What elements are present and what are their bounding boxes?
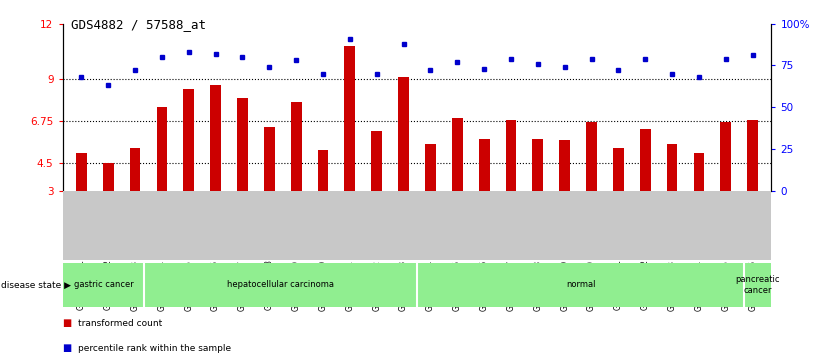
- Bar: [344, 46, 355, 191]
- Text: ■: ■: [63, 318, 72, 328]
- Bar: [613, 148, 624, 191]
- Bar: [103, 163, 113, 191]
- Bar: [398, 77, 409, 191]
- Bar: [318, 150, 329, 191]
- Text: ■: ■: [63, 343, 72, 354]
- Bar: [183, 89, 194, 191]
- Bar: [640, 129, 651, 191]
- Bar: [505, 120, 516, 191]
- Bar: [129, 148, 140, 191]
- Text: gastric cancer: gastric cancer: [73, 281, 133, 289]
- Bar: [371, 131, 382, 191]
- Bar: [747, 120, 758, 191]
- Bar: [721, 122, 731, 191]
- Bar: [425, 144, 436, 191]
- Bar: [237, 98, 248, 191]
- Bar: [291, 102, 302, 191]
- Text: normal: normal: [565, 281, 595, 289]
- Bar: [666, 144, 677, 191]
- Bar: [452, 118, 463, 191]
- Bar: [210, 85, 221, 191]
- Bar: [532, 139, 543, 191]
- Text: GDS4882 / 57588_at: GDS4882 / 57588_at: [71, 18, 206, 31]
- Bar: [157, 107, 168, 191]
- Bar: [586, 122, 597, 191]
- Bar: [560, 140, 570, 191]
- Text: hepatocellular carcinoma: hepatocellular carcinoma: [227, 281, 334, 289]
- Text: percentile rank within the sample: percentile rank within the sample: [78, 344, 231, 353]
- Bar: [76, 154, 87, 191]
- Bar: [264, 127, 274, 191]
- Text: pancreatic
cancer: pancreatic cancer: [736, 275, 780, 295]
- Text: disease state ▶: disease state ▶: [1, 281, 71, 289]
- Bar: [479, 139, 490, 191]
- Bar: [694, 154, 705, 191]
- Text: transformed count: transformed count: [78, 319, 162, 327]
